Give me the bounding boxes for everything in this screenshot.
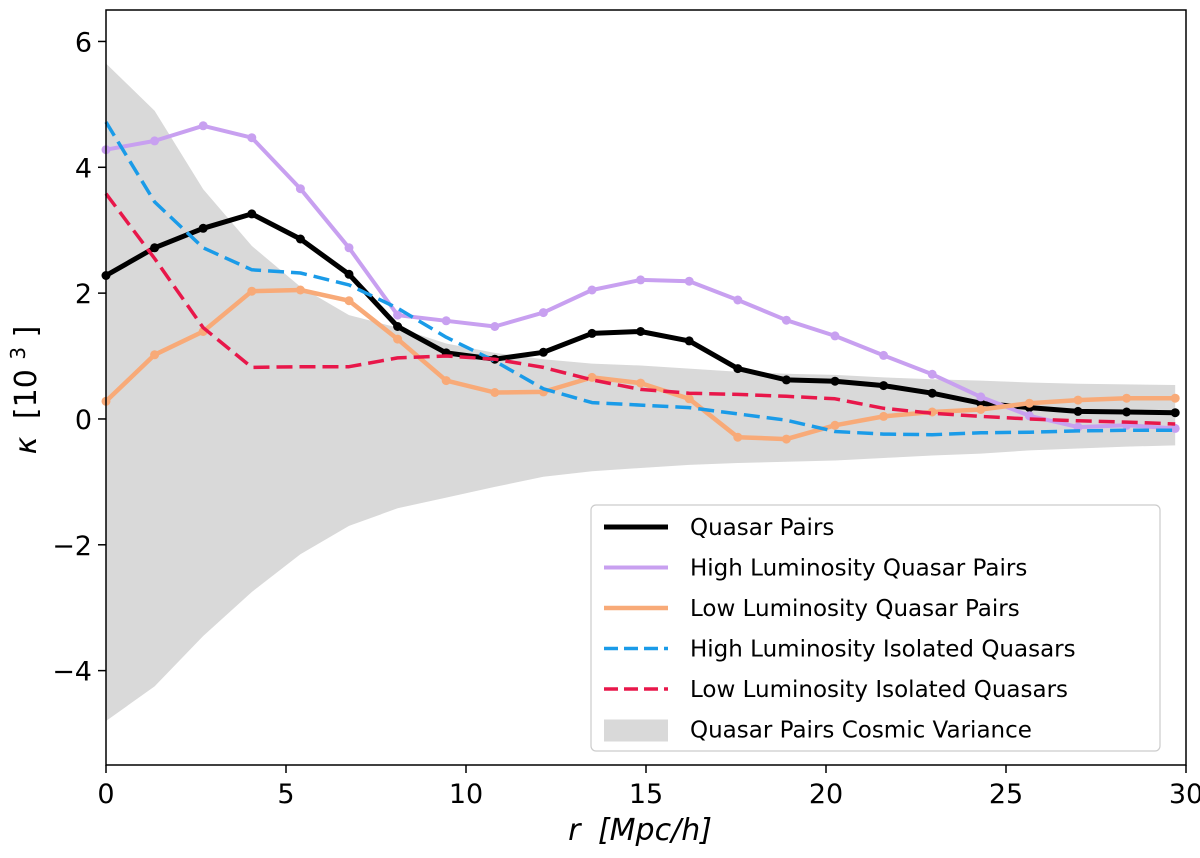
y-tick-label-3: 2 xyxy=(75,279,92,310)
y-tick-label-0: −4 xyxy=(52,657,92,688)
series-0-point-11 xyxy=(636,327,646,336)
series-2-point-20 xyxy=(1073,395,1083,405)
series-0-point-13 xyxy=(733,364,743,374)
x-axis-label-var: r xyxy=(568,813,582,848)
y-tick-label-2: 0 xyxy=(75,405,92,436)
series-1-point-9 xyxy=(538,308,548,318)
y-axis-label-unit: [10 xyxy=(9,369,44,419)
x-axis-label-unit: [Mpc/h] xyxy=(598,813,712,848)
series-1-point-1 xyxy=(150,136,160,146)
series-2-point-8 xyxy=(490,388,500,397)
y-axis-label: κ [10 3 ] xyxy=(0,326,44,455)
series-1-point-17 xyxy=(927,369,937,379)
y-axis-label-exp: 3 xyxy=(6,347,30,360)
y-tick-label-4: 4 xyxy=(75,153,92,184)
series-1-point-14 xyxy=(781,315,791,325)
series-2-point-11 xyxy=(636,378,646,388)
series-0-point-14 xyxy=(781,375,791,385)
series-2-point-7 xyxy=(441,376,451,386)
series-0-point-17 xyxy=(927,388,937,398)
series-2-point-6 xyxy=(393,334,403,344)
series-1-point-13 xyxy=(733,295,743,305)
series-1-point-22 xyxy=(1170,423,1180,433)
ticks-layer: 0 5 10 15 20 25 30 −4 −2 0 2 4 6 xyxy=(52,27,1200,810)
x-tick-label-6: 30 xyxy=(1169,779,1200,810)
x-tick-label-5: 25 xyxy=(989,779,1023,810)
x-tick-label-0: 0 xyxy=(97,779,114,810)
legend-box xyxy=(590,504,1161,752)
series-0-point-12 xyxy=(684,336,694,346)
series-0-point-2 xyxy=(198,223,208,233)
series-2-point-19 xyxy=(1024,398,1034,408)
series-2-point-10 xyxy=(587,372,597,382)
series-1-point-16 xyxy=(879,350,889,360)
y-tick-label-5: 6 xyxy=(75,27,92,58)
x-tick-label-1: 5 xyxy=(277,779,294,810)
series-layer xyxy=(101,121,1180,444)
legend-label-1: High Luminosity Quasar Pairs xyxy=(690,556,1027,582)
series-2-point-4 xyxy=(295,285,305,295)
series-2-point-5 xyxy=(344,296,354,306)
series-2-point-16 xyxy=(879,411,889,421)
series-2-point-12 xyxy=(684,394,694,404)
series-2-point-15 xyxy=(830,420,840,430)
series-2-point-3 xyxy=(247,286,257,296)
cosmic-variance-band-layer xyxy=(106,63,1176,721)
series-1-point-5 xyxy=(344,243,354,253)
legend-label-4: Low Luminosity Isolated Quasars xyxy=(690,677,1068,703)
y-axis-label-var: κ xyxy=(9,436,44,454)
series-1-point-18 xyxy=(976,392,986,402)
x-axis-label: r [Mpc/h] xyxy=(568,813,712,848)
series-0-point-15 xyxy=(830,376,840,386)
series-line-4 xyxy=(104,192,1176,426)
x-tick-label-4: 20 xyxy=(809,779,843,810)
series-2-point-22 xyxy=(1170,393,1180,403)
series-1-point-2 xyxy=(198,121,208,131)
series-2-point-14 xyxy=(781,434,791,444)
series-1-point-11 xyxy=(636,275,646,285)
series-1-point-10 xyxy=(587,285,597,295)
x-tick-label-3: 15 xyxy=(629,779,663,810)
legend: Quasar Pairs High Luminosity Quasar Pairs… xyxy=(590,504,1161,752)
series-1-point-3 xyxy=(247,133,257,143)
series-0-point-5 xyxy=(344,269,354,279)
x-tick-label-2: 10 xyxy=(449,779,483,810)
y-tick-label-1: −2 xyxy=(52,531,92,562)
y-axis-label-close: ] xyxy=(9,326,44,338)
series-0-point-21 xyxy=(1122,407,1132,417)
series-1-point-8 xyxy=(490,322,500,331)
series-0-point-4 xyxy=(295,234,305,244)
series-0-point-20 xyxy=(1073,406,1083,416)
series-0-point-10 xyxy=(587,328,597,338)
cosmic-variance-band xyxy=(106,63,1176,721)
legend-label-2: Low Luminosity Quasar Pairs xyxy=(690,596,1020,622)
series-1-point-12 xyxy=(684,276,694,286)
series-0-point-1 xyxy=(150,243,160,253)
series-2-point-13 xyxy=(733,432,743,442)
series-1-point-7 xyxy=(441,316,451,326)
legend-label-3: High Luminosity Isolated Quasars xyxy=(690,637,1076,663)
legend-label-5: Quasar Pairs Cosmic Variance xyxy=(690,718,1032,744)
series-line-3 xyxy=(104,121,1176,437)
series-0-point-22 xyxy=(1170,408,1180,418)
series-2-point-21 xyxy=(1122,393,1132,403)
series-0-point-6 xyxy=(393,322,403,331)
series-2-point-18 xyxy=(976,405,986,414)
legend-swatch-5 xyxy=(604,719,668,742)
legend-label-0: Quasar Pairs xyxy=(690,515,834,541)
series-1-point-15 xyxy=(830,331,840,341)
series-1-point-4 xyxy=(295,184,305,194)
series-0-point-16 xyxy=(879,381,889,391)
series-2-point-1 xyxy=(150,350,160,360)
series-0-point-9 xyxy=(538,347,548,357)
series-0-point-3 xyxy=(247,209,257,219)
series-0-point-18 xyxy=(976,398,986,408)
series-1-point-6 xyxy=(393,310,403,320)
